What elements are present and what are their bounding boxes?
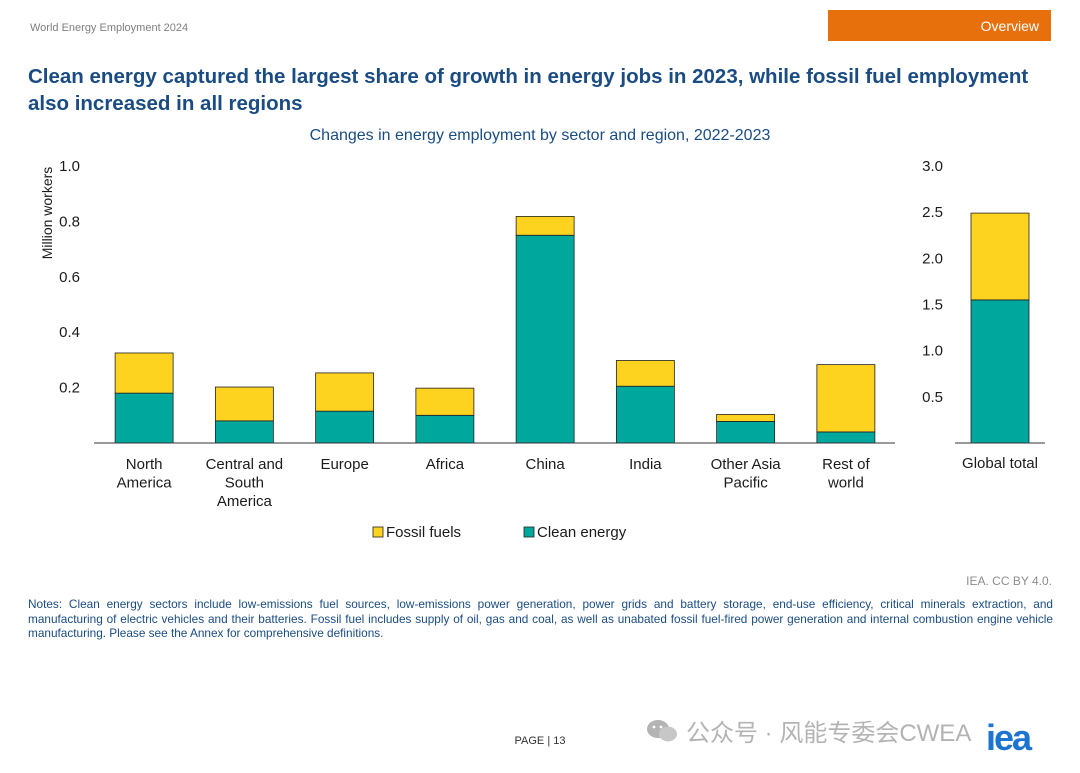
category-label-central-and-south-america: Central and South America <box>206 456 284 510</box>
right-y-ticks: 0.5 1.0 1.5 2.0 2.5 3.0 <box>922 158 943 406</box>
category-label-global-total: Global total <box>962 455 1038 472</box>
bar-rest-of-world-clean-energy <box>816 431 876 444</box>
chart-title: Changes in energy employment by sector a… <box>309 127 771 144</box>
page-number: PAGE | 13 <box>514 735 566 747</box>
chart-notes: Notes: Clean energy sectors include low-… <box>28 597 1053 641</box>
report-name: World Energy Employment 2024 <box>30 22 189 34</box>
wechat-icon <box>647 719 677 741</box>
bar-africa-fossil-fuels <box>415 387 475 416</box>
right-y-tick-2-0: 2.0 <box>922 250 943 267</box>
left-y-tick-0-2: 0.2 <box>59 380 80 397</box>
section-tab-overview[interactable]: Overview <box>828 10 1051 41</box>
category-label-china: China <box>526 456 566 473</box>
left-y-ticks: 0.2 0.4 0.6 0.8 1.0 <box>59 158 80 397</box>
legend-label-clean-energy: Clean energy <box>537 524 627 541</box>
regional-bars <box>114 216 876 444</box>
legend-swatch-fossil-fuels <box>372 526 384 538</box>
category-label-other-asia-pacific: Other Asia Pacific <box>711 456 782 492</box>
page-headline: Clean energy captured the largest share … <box>28 65 1029 115</box>
bar-rest-of-world-fossil-fuels <box>816 364 876 433</box>
global-bars <box>970 212 1030 444</box>
iea-logo: iea <box>986 717 1032 758</box>
category-label-africa: Africa <box>426 456 465 473</box>
bar-other-asia-pacific-clean-energy <box>716 420 776 444</box>
right-y-tick-1-0: 1.0 <box>922 343 943 360</box>
bar-india-clean-energy <box>615 385 675 444</box>
left-y-tick-1-0: 1.0 <box>59 158 80 175</box>
global-chart: 0.5 1.0 1.5 2.0 2.5 3.0 Global total <box>922 158 1045 472</box>
watermark: 公众号 · 风能专委会CWEA <box>646 713 971 748</box>
right-y-tick-3-0: 3.0 <box>922 158 943 175</box>
bar-africa-clean-energy <box>415 414 475 444</box>
regional-chart: Million workers 0.2 0.4 0.6 0.8 1.0 North Ame… <box>39 158 895 510</box>
bar-other-asia-pacific-fossil-fuels <box>716 414 776 422</box>
legend-swatch-clean-energy <box>523 526 535 538</box>
right-y-tick-0-5: 0.5 <box>922 389 943 406</box>
bar-china-fossil-fuels <box>515 216 575 236</box>
category-label-north-america: North America <box>117 456 173 492</box>
category-label-india: India <box>629 456 662 473</box>
bar-north-america-fossil-fuels <box>114 352 174 394</box>
category-label-rest-of-world: Rest of world <box>822 456 870 492</box>
bar-central-and-south-america-clean-energy <box>214 420 274 444</box>
bar-europe-clean-energy <box>315 410 375 444</box>
bar-global-total-clean-energy <box>970 299 1030 444</box>
watermark-text: 公众号 · 风能专委会CWEA <box>686 720 972 747</box>
right-y-tick-1-5: 1.5 <box>922 297 943 314</box>
category-label-europe: Europe <box>320 456 368 473</box>
y-axis-label: Million workers <box>39 167 55 260</box>
legend-label-fossil-fuels: Fossil fuels <box>386 524 461 541</box>
chart-legend: Fossil fuels Clean energy <box>372 524 627 541</box>
left-y-tick-0-8: 0.8 <box>59 213 80 230</box>
bar-central-and-south-america-fossil-fuels <box>214 386 274 422</box>
left-y-tick-0-4: 0.4 <box>59 324 80 341</box>
bar-global-total-fossil-fuels <box>970 212 1030 301</box>
left-y-tick-0-6: 0.6 <box>59 269 80 286</box>
section-tab-label: Overview <box>980 17 1039 34</box>
bar-china-clean-energy <box>515 234 575 444</box>
source-credit: IEA. CC BY 4.0. <box>966 574 1052 588</box>
bar-europe-fossil-fuels <box>315 372 375 412</box>
bar-north-america-clean-energy <box>114 392 174 444</box>
bar-india-fossil-fuels <box>615 360 675 387</box>
right-y-tick-2-5: 2.5 <box>922 204 943 221</box>
category-labels: North America Central and South America Europ… <box>117 456 871 510</box>
